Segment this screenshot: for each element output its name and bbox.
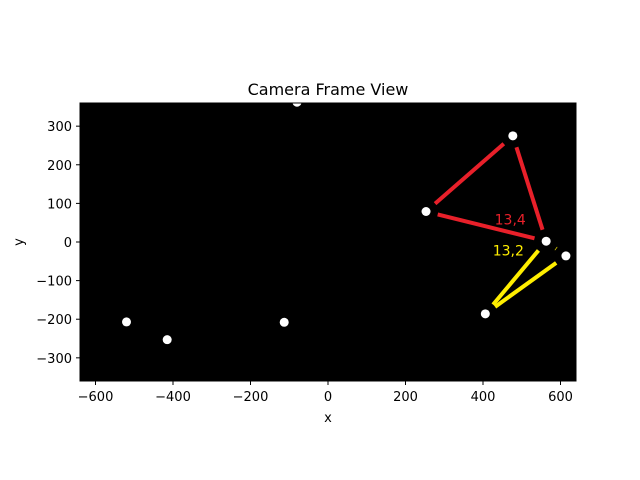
y-tick-label: 0 — [64, 236, 72, 251]
x-tick-label: 0 — [324, 390, 332, 405]
data-point — [292, 103, 302, 107]
data-point — [421, 206, 431, 216]
polygon-edge — [433, 142, 506, 206]
x-tick-label: −200 — [233, 390, 269, 405]
data-point — [279, 317, 289, 327]
polygon-edge — [514, 146, 545, 231]
chart-title: Camera Frame View — [248, 80, 409, 99]
plot-area — [80, 103, 576, 381]
y-tick-label: −300 — [36, 352, 72, 367]
y-tick-label: −100 — [36, 275, 72, 290]
data-point — [541, 236, 551, 246]
data-point — [561, 251, 571, 261]
x-tick-label: 600 — [548, 390, 573, 405]
data-point — [480, 309, 490, 319]
polygon-label: 13,2 — [493, 244, 524, 260]
x-tick-label: −400 — [155, 390, 191, 405]
plot-frame — [79, 102, 577, 382]
y-tick-label: 300 — [47, 120, 72, 135]
polygon-label: 13,4 — [495, 213, 526, 229]
y-tick-label: 200 — [47, 159, 72, 174]
polygon-edge — [437, 212, 535, 241]
y-tick-label: 100 — [47, 197, 72, 212]
polygon-edge — [491, 249, 540, 306]
y-tick-label: −200 — [36, 313, 72, 328]
polygon-edge — [493, 261, 558, 309]
polygon-1: 13,4 — [433, 142, 545, 241]
x-tick-label: −600 — [78, 390, 114, 405]
y-axis-label: y — [12, 238, 27, 246]
plot-content: 13,4 13,2 — [122, 103, 571, 345]
data-point — [508, 131, 518, 141]
axis-ticks: −600 −400 −200 0 200 400 600 −300 −200 −100 0 100 20… — [36, 120, 573, 405]
polygon-2: 13,2 — [491, 244, 558, 309]
x-tick-label: 200 — [393, 390, 418, 405]
x-tick-label: 400 — [471, 390, 496, 405]
data-point — [162, 335, 172, 345]
x-axis-label: x — [324, 411, 332, 426]
data-point — [122, 317, 131, 327]
